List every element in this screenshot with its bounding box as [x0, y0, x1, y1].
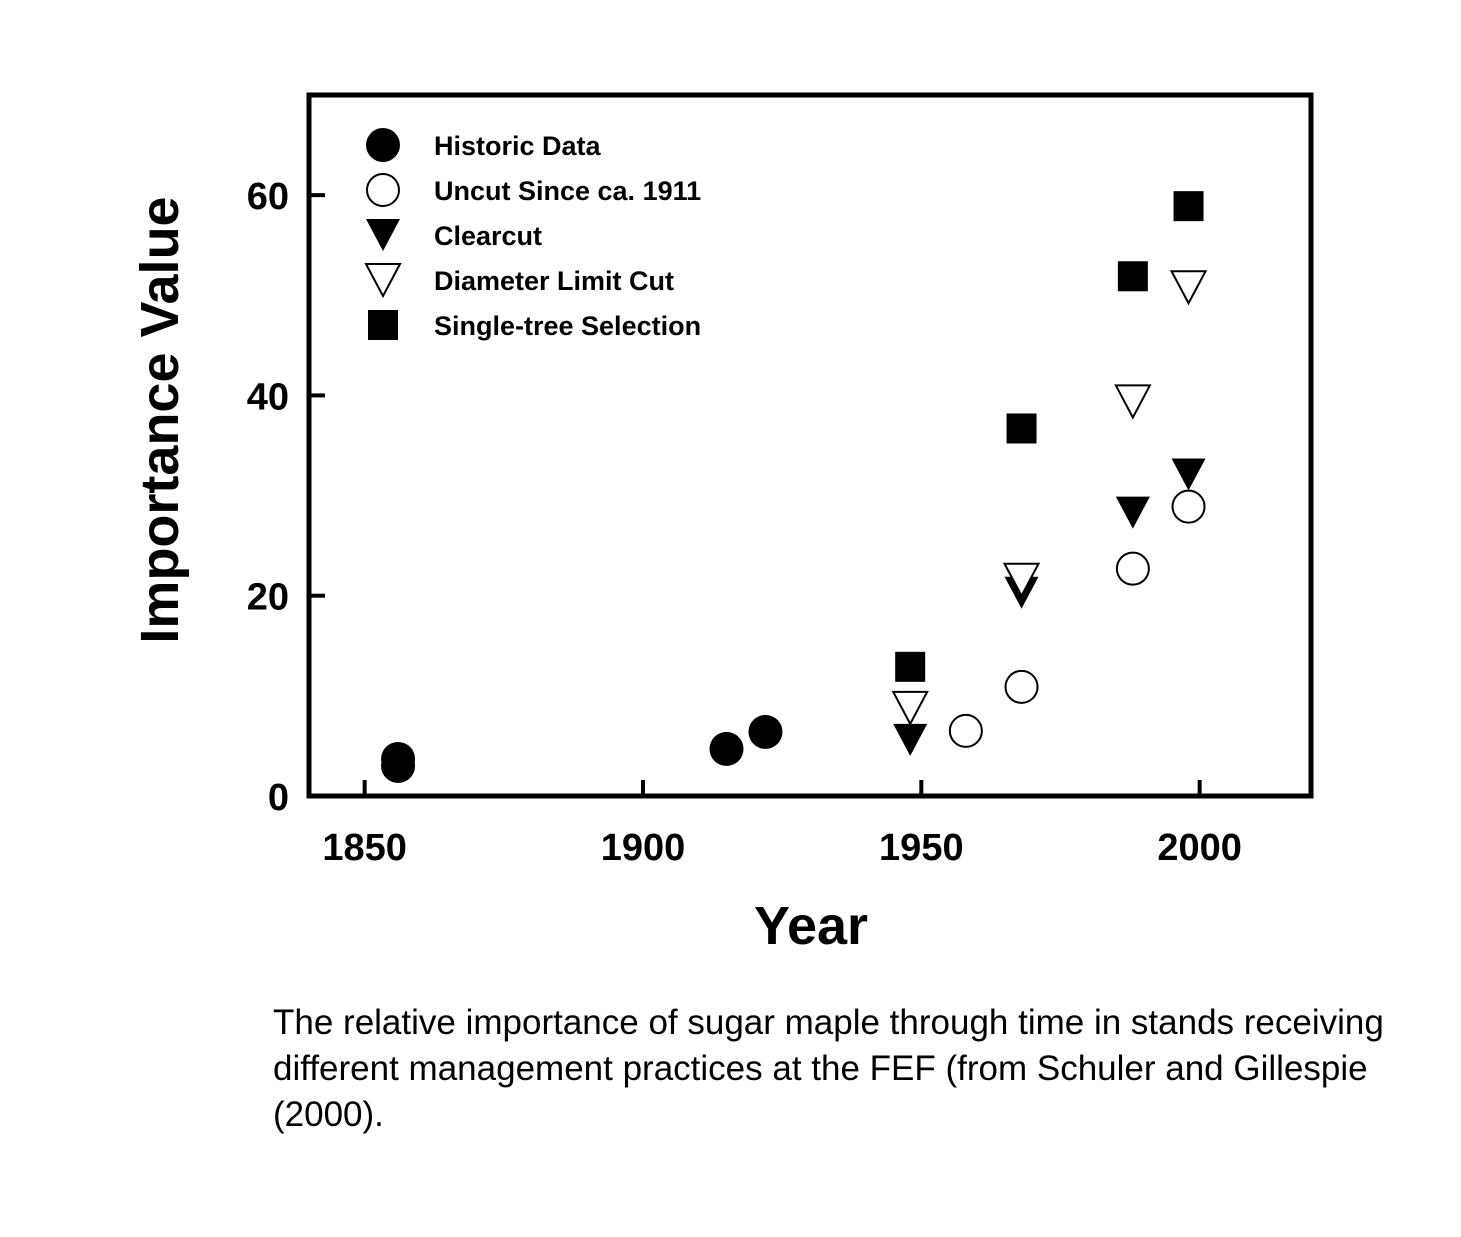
data-point-2-0 [893, 723, 928, 756]
series-4 [895, 191, 1204, 682]
data-point-2-2 [1115, 496, 1150, 529]
series-1 [948, 489, 1206, 748]
data-point-1-1 [1004, 669, 1039, 704]
legend-marker-2 [366, 219, 400, 251]
series-3 [891, 270, 1208, 727]
y-axis-title: Importance Value [130, 196, 190, 643]
data-point-3-1 [1002, 562, 1041, 598]
data-point-4-2 [1117, 261, 1148, 292]
axes [306, 92, 1314, 799]
x-tick-label-2000: 2000 [1157, 827, 1242, 869]
series-2 [893, 458, 1206, 756]
legend-label-2: Clearcut [434, 221, 542, 251]
ticks: 1850 1900 1950 2000 0 20 40 60 [247, 176, 1242, 869]
data-point-0-3 [748, 714, 783, 749]
y-tick-label-60: 60 [247, 176, 289, 218]
x-tick-label-1950: 1950 [879, 827, 964, 869]
legend: Historic Data Uncut Since ca. 1911 Clearcu… [364, 128, 701, 341]
series-0 [381, 714, 783, 783]
legend-label-0: Historic Data [434, 131, 602, 161]
legend-marker-4 [368, 310, 398, 340]
y-tick-label-0: 0 [268, 777, 289, 819]
y-tick-label-40: 40 [247, 376, 289, 418]
x-axis-title: Year [754, 896, 868, 956]
legend-marker-3 [364, 263, 402, 299]
data-point-3-0 [891, 690, 929, 727]
data-point-4-3 [1173, 191, 1204, 222]
y-tick-label-20: 20 [247, 577, 289, 619]
data-points [381, 191, 1208, 783]
data-point-1-3 [1171, 489, 1206, 524]
plot-frame [306, 92, 1314, 799]
data-point-4-0 [895, 651, 926, 682]
data-point-2-3 [1171, 458, 1206, 491]
data-point-1-2 [1115, 551, 1150, 586]
data-point-1-0 [948, 713, 983, 748]
legend-marker-0 [366, 128, 400, 162]
legend-label-4: Single-tree Selection [434, 311, 701, 341]
x-tick-label-1900: 1900 [601, 827, 686, 869]
x-tick-label-1850: 1850 [322, 827, 407, 869]
legend-label-1: Uncut Since ca. 1911 [434, 176, 701, 206]
chart: 1850 1900 1950 2000 0 20 40 60 Historic Data Unc… [130, 92, 1314, 956]
data-point-0-1 [381, 741, 416, 776]
data-point-0-2 [709, 731, 744, 766]
data-point-3-3 [1169, 270, 1208, 306]
legend-label-3: Diameter Limit Cut [434, 266, 674, 296]
data-point-3-2 [1114, 384, 1152, 420]
figure-caption: The relative importance of sugar maple t… [273, 1003, 1384, 1134]
data-point-4-1 [1006, 413, 1037, 444]
legend-marker-1 [366, 173, 400, 207]
